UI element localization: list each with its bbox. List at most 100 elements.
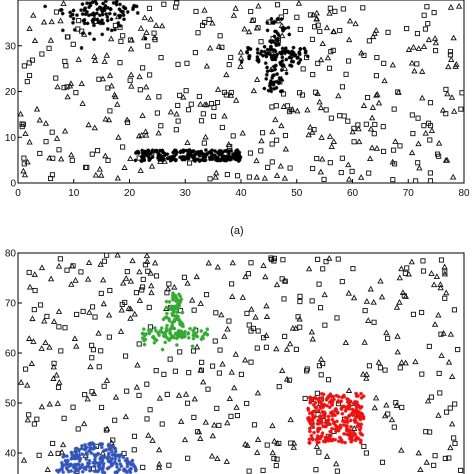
noise-triangle-point: [328, 143, 335, 149]
cluster-blob-point: [107, 11, 112, 16]
cluster-cross-point: [272, 21, 276, 25]
noise-square-point: [397, 143, 403, 149]
cluster-bar-point: [199, 149, 204, 154]
cluster-rectangle-point: [340, 404, 345, 409]
cluster-half-disc-point: [87, 448, 92, 453]
noise-square-point: [309, 298, 315, 304]
noise-triangle-point: [155, 446, 163, 453]
cluster-cross-point: [280, 59, 285, 63]
cluster-inverted-T-point: [170, 323, 175, 328]
cluster-blob-point: [105, 15, 110, 19]
cluster-inverted-T-point: [174, 299, 178, 304]
cluster-half-disc-point: [93, 457, 97, 462]
noise-triangle-point: [419, 94, 426, 101]
cluster-inverted-T-point: [172, 335, 176, 340]
noise-square-point: [294, 14, 300, 20]
noise-triangle-point: [317, 56, 325, 63]
noise-square-point: [186, 370, 192, 376]
cluster-bar-point: [209, 152, 214, 157]
cluster-rectangle-point: [321, 424, 326, 429]
noise-triangle-point: [105, 116, 113, 123]
cluster-blob-point: [87, 5, 91, 10]
noise-triangle-point: [20, 167, 27, 174]
cluster-rectangle-point: [350, 407, 355, 412]
cluster-half-disc-point: [125, 461, 130, 466]
noise-square-point: [37, 150, 43, 157]
cluster-rectangle-point: [307, 411, 312, 416]
noise-triangle-point: [60, 0, 67, 6]
noise-square-point: [373, 73, 379, 79]
cluster-half-disc-point: [126, 459, 130, 464]
noise-triangle-point: [432, 39, 440, 46]
noise-triangle-point: [47, 450, 54, 456]
cluster-half-disc-point: [121, 455, 126, 460]
cluster-inverted-T-point: [176, 298, 181, 303]
noise-square-point: [265, 164, 271, 170]
noise-square-point: [360, 5, 366, 11]
noise-triangle-point: [42, 120, 50, 126]
noise-square-point: [451, 435, 457, 441]
cluster-rectangle-point: [325, 418, 329, 423]
noise-square-point: [107, 108, 113, 114]
cluster-half-disc-point: [105, 466, 110, 471]
cluster-bar-point: [156, 151, 161, 156]
noise-triangle-point: [54, 83, 61, 90]
noise-square-point: [228, 413, 234, 419]
cluster-blob-point: [91, 20, 95, 24]
cluster-bar-point: [210, 157, 215, 162]
cluster-rectangle-point: [330, 438, 334, 443]
noise-square-point: [423, 429, 429, 435]
noise-square-point: [57, 256, 63, 262]
noise-triangle-point: [254, 449, 261, 455]
noise-triangle-point: [244, 442, 251, 448]
noise-triangle-point: [152, 22, 160, 28]
noise-triangle-point: [44, 466, 51, 473]
noise-square-point: [246, 322, 252, 328]
noise-triangle-point: [396, 299, 403, 305]
cluster-bar-point: [221, 154, 226, 159]
cluster-bar-point: [174, 150, 179, 155]
noise-triangle-point: [317, 168, 324, 175]
noise-triangle-point: [31, 37, 39, 44]
cluster-half-disc-point: [87, 458, 92, 463]
cluster-inverted-T-point: [175, 317, 180, 322]
cluster-inverted-T-point: [159, 326, 164, 330]
x-tick-label: 40: [235, 188, 247, 199]
panel-b-points: [17, 251, 464, 474]
noise-square-point: [226, 62, 232, 68]
noise-square-point: [124, 269, 130, 275]
noise-triangle-point: [393, 402, 400, 408]
cluster-blob-point: [89, 12, 94, 17]
noise-triangle-point: [108, 35, 115, 42]
noise-triangle-point: [73, 342, 80, 349]
noise-triangle-point: [326, 255, 333, 261]
cluster-blob-point: [108, 7, 113, 12]
noise-square-point: [318, 372, 324, 378]
cluster-cross-point: [268, 52, 272, 57]
noise-square-point: [50, 440, 56, 447]
noise-triangle-point: [415, 140, 422, 147]
cluster-rectangle-point: [344, 407, 348, 412]
cluster-half-disc-point: [69, 450, 74, 455]
cluster-half-disc-point: [63, 458, 68, 463]
cluster-rectangle-point: [345, 405, 349, 410]
noise-triangle-point: [46, 343, 53, 350]
noise-square-point: [351, 125, 357, 131]
y-tick-label: 10: [5, 133, 17, 144]
noise-triangle-point: [24, 158, 31, 165]
cluster-half-disc-point: [87, 461, 92, 466]
noise-square-point: [161, 371, 167, 377]
noise-triangle-point: [24, 416, 31, 423]
cluster-bar-point: [156, 155, 160, 160]
cluster-inverted-T-point: [161, 317, 166, 322]
cluster-half-disc-point: [93, 454, 98, 459]
cluster-bar-point: [173, 148, 178, 153]
noise-square-point: [89, 389, 95, 395]
noise-triangle-point: [295, 0, 303, 6]
noise-triangle-point: [127, 155, 134, 162]
cluster-bar-point: [205, 152, 209, 157]
cluster-bar-point: [215, 155, 220, 160]
cluster-rectangle-point: [310, 437, 315, 442]
noise-square-point: [64, 84, 70, 90]
cluster-half-disc-point: [80, 452, 85, 457]
